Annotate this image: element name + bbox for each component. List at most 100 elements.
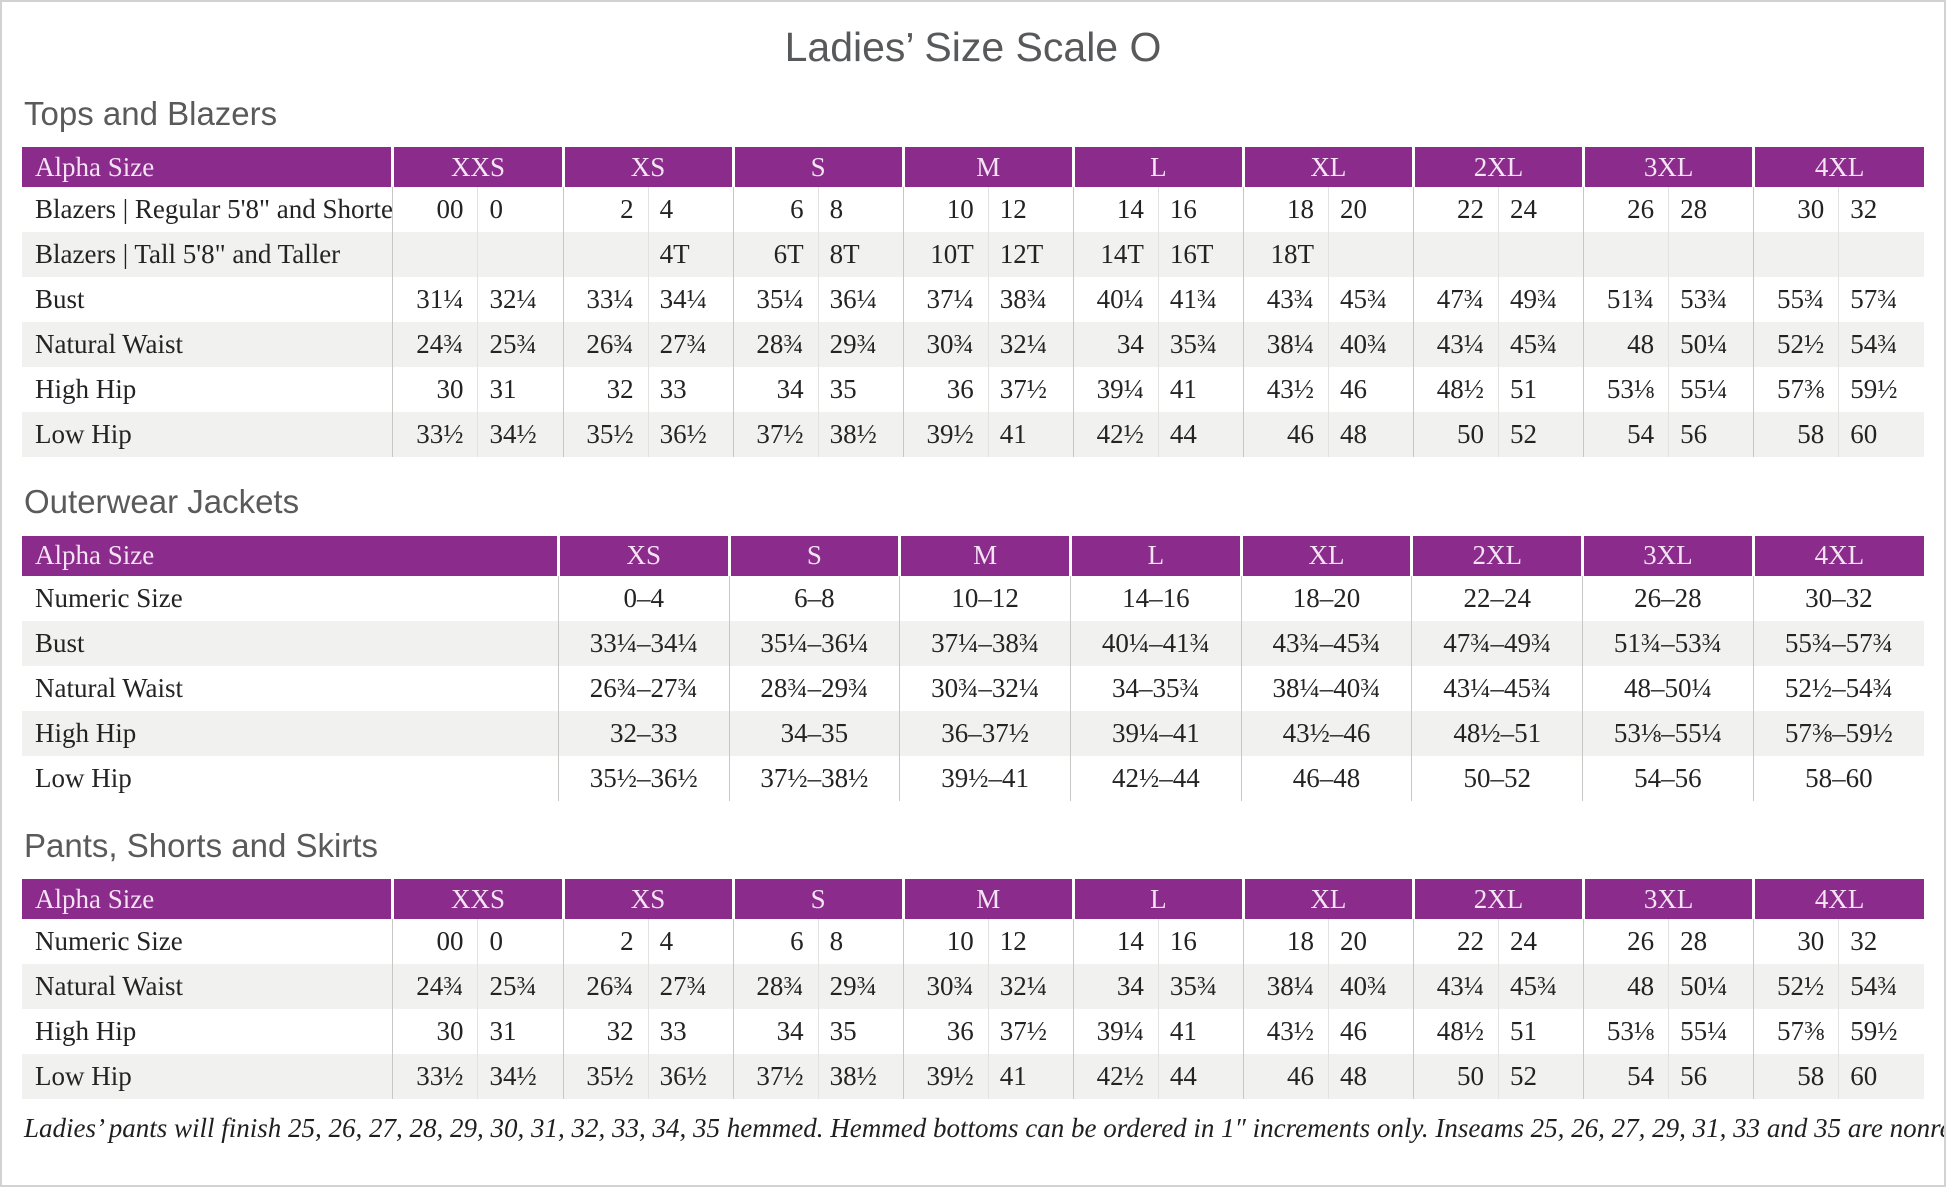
size-cell: [392, 232, 478, 278]
size-cell: 18: [1242, 919, 1329, 965]
size-cell: 51: [1498, 1009, 1584, 1055]
size-cell: 48: [1583, 964, 1669, 1010]
column-header-l: L: [1071, 147, 1244, 188]
size-cell: 40¾: [1327, 964, 1414, 1010]
size-cell: 26–28: [1582, 575, 1754, 621]
size-cell: 33¼–34¼: [557, 620, 730, 666]
table-row: Bust 33¼–34¼ 35¼–36¼ 37¼–38¾ 40¼–41¾ 43¾–45¾ 4…: [22, 620, 1924, 666]
size-cell: 50–52: [1411, 755, 1583, 801]
column-header-xl: XL: [1241, 879, 1414, 920]
size-cell: 32: [562, 367, 649, 413]
size-cell: 48½: [1412, 1009, 1499, 1055]
size-cell: 59½: [1838, 1009, 1924, 1055]
header-row: Alpha Size XXS XS S M L XL 2XL 3XL 4XL: [22, 879, 1924, 920]
size-cell: 22: [1412, 187, 1499, 233]
size-cell: 10T: [902, 232, 989, 278]
size-cell: 24: [1498, 187, 1584, 233]
size-cell: 6: [732, 187, 819, 233]
column-header-s: S: [731, 147, 904, 188]
size-cell: 39¼: [1072, 367, 1159, 413]
size-cell: [1838, 232, 1924, 278]
size-cell: 51¾–53¾: [1582, 620, 1754, 666]
size-cell: 4: [647, 187, 734, 233]
size-cell: 42½–44: [1069, 755, 1242, 801]
section-heading-pants-shorts-and-skirts: Pants, Shorts and Skirts: [24, 826, 378, 864]
size-cell: 32–33: [557, 710, 730, 756]
size-cell: 52: [1498, 1054, 1584, 1100]
size-cell: 36¼: [817, 277, 904, 323]
size-cell: 32: [1838, 919, 1924, 965]
size-cell: 30: [392, 1009, 478, 1055]
size-cell: 16: [1157, 187, 1244, 233]
table-row: Bust 31¼ 32¼ 33¼ 34¼ 35¼ 36¼ 37¼ 38¾ 40¼ 41¾ 43¾ 45¾…: [22, 277, 1924, 323]
size-cell: 34: [732, 367, 819, 413]
size-cell: 18T: [1242, 232, 1329, 278]
row-label: Natural Waist: [35, 672, 184, 703]
size-cell: 35½: [562, 1054, 649, 1100]
size-cell: 46–48: [1240, 755, 1412, 801]
size-cell: 32¼: [987, 322, 1074, 368]
size-cell: 57¾: [1838, 277, 1924, 323]
size-cell: 32: [1838, 187, 1924, 233]
size-cell: 51: [1498, 367, 1584, 413]
table-row: High Hip 30 31 32 33 34 35 36 37½ 39¼ 41 43½ 46 48½ 51…: [22, 367, 1924, 413]
row-label: Numeric Size: [35, 926, 183, 957]
size-cell: 14: [1072, 919, 1159, 965]
size-cell: 2: [562, 919, 649, 965]
size-cell: 27¾: [647, 964, 734, 1010]
size-cell: 8: [817, 187, 904, 233]
size-cell: 45¾: [1498, 322, 1584, 368]
size-cell: 37¼–38¾: [899, 620, 1071, 666]
size-cell: [1498, 232, 1584, 278]
size-table-outerwear-jackets: Alpha Size XS S M L XL 2XL 3XL 4XL Numeric Size 0–…: [22, 535, 1924, 801]
size-cell: 34¼: [647, 277, 734, 323]
size-cell: 52½: [1753, 322, 1839, 368]
size-cell: 45¾: [1498, 964, 1584, 1010]
size-cell: 50¼: [1668, 322, 1754, 368]
size-cell: 52: [1498, 412, 1584, 458]
size-cell: 31: [477, 1009, 564, 1055]
size-cell: 45¾: [1327, 277, 1414, 323]
size-cell: 43½: [1242, 367, 1329, 413]
size-cell: 43¼: [1412, 322, 1499, 368]
table-row: Blazers | Regular 5'8" and Shorter 00 0 2 4 6…: [22, 187, 1924, 233]
size-cell: 35¾: [1157, 322, 1244, 368]
size-cell: 30: [392, 367, 478, 413]
size-cell: 34–35: [728, 710, 900, 756]
size-cell: [477, 232, 564, 278]
row-label: Bust: [35, 284, 85, 315]
section-tops-and-blazers: Tops and Blazers Alpha Size XXS XS S M L XL 2XL 3…: [22, 95, 1924, 458]
size-cell: 41¾: [1157, 277, 1244, 323]
size-cell: 0–4: [557, 575, 730, 621]
size-cell: 20: [1327, 187, 1414, 233]
size-cell: 46: [1242, 412, 1329, 458]
size-cell: 2: [562, 187, 649, 233]
size-cell: 6T: [732, 232, 819, 278]
size-cell: 25¾: [477, 322, 564, 368]
size-cell: 29¾: [817, 322, 904, 368]
table-row: High Hip 32–33 34–35 36–37½ 39¼–41 43½–46 48½–…: [22, 710, 1924, 756]
row-label: Blazers | Tall 5'8" and Taller: [35, 239, 341, 270]
size-cell: 18–20: [1240, 575, 1412, 621]
size-cell: 28¾: [732, 322, 819, 368]
size-cell: 48½: [1412, 367, 1499, 413]
size-cell: 41: [987, 412, 1074, 458]
header-row: Alpha Size XXS XS S M L XL 2XL 3XL 4XL: [22, 147, 1924, 188]
column-header-3xl: 3XL: [1581, 535, 1754, 576]
size-cell: 46: [1327, 1009, 1414, 1055]
size-cell: 43¾: [1242, 277, 1329, 323]
column-header-xl: XL: [1241, 147, 1414, 188]
size-cell: 37¼: [902, 277, 989, 323]
size-cell: 6: [732, 919, 819, 965]
size-cell: 12T: [987, 232, 1074, 278]
column-header-2xl: 2XL: [1410, 535, 1583, 576]
size-cell: 30–32: [1752, 575, 1924, 621]
column-header-l: L: [1068, 535, 1242, 576]
size-cell: 48½–51: [1411, 710, 1583, 756]
size-cell: 35: [817, 367, 904, 413]
table-row: Natural Waist 24¾ 25¾ 26¾ 27¾ 28¾ 29¾ 30¾ 32¼ 34 3…: [22, 964, 1924, 1010]
size-cell: [1583, 232, 1669, 278]
size-cell: 35¼–36¼: [728, 620, 900, 666]
size-cell: 46: [1242, 1054, 1329, 1100]
size-cell: 54: [1583, 412, 1669, 458]
